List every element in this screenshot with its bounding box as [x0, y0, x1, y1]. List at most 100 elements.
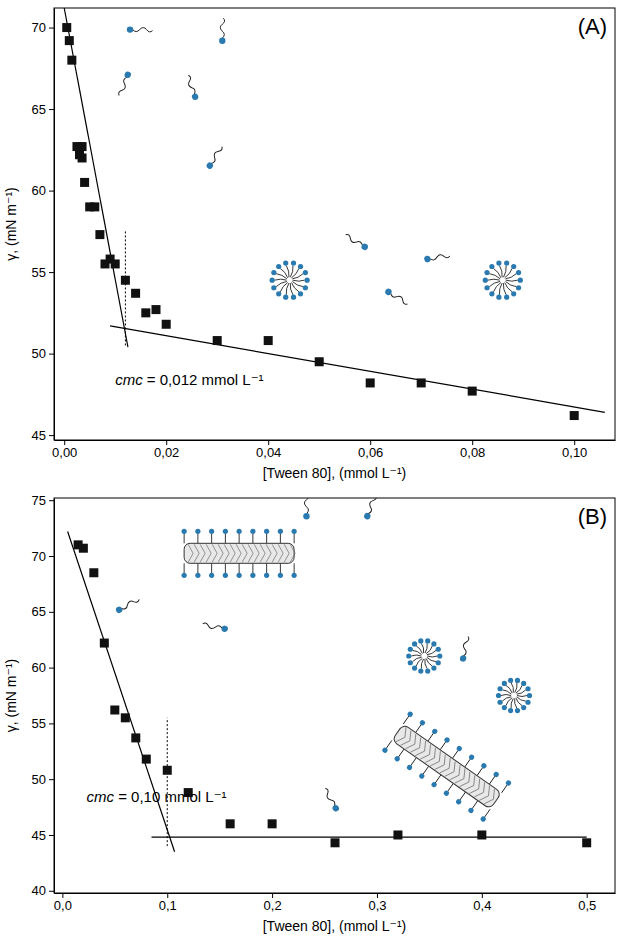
nanotube-surfactant	[225, 563, 226, 573]
fit-line	[110, 326, 605, 412]
nanotube-surfactant-head	[292, 529, 297, 534]
surfactant-tail	[430, 253, 450, 261]
surfactant-tail	[344, 234, 363, 248]
nanotube-lattice	[440, 758, 454, 776]
nanotube-surfactant-head	[195, 529, 200, 534]
y-tick: 65	[32, 604, 54, 619]
micelle-head	[518, 278, 523, 283]
micelle-tail	[413, 657, 422, 661]
micelle-tail	[517, 696, 527, 697]
micelle-head	[504, 260, 509, 265]
nanotube-lattice	[474, 782, 488, 800]
nanotube-lattice	[266, 544, 271, 562]
nanotube-lattice	[272, 544, 277, 562]
nanotube-surfactant	[239, 563, 240, 573]
x-tick-label: 0,2	[264, 898, 282, 913]
micelle-tail	[276, 281, 287, 286]
surfactant-head	[219, 38, 225, 44]
nanotube-surfactant	[211, 563, 212, 573]
y-axis: 4045505560657075	[32, 493, 55, 899]
micelle-tail	[489, 281, 500, 286]
x-axis: 0,00,10,20,30,40,5	[54, 893, 616, 913]
nanotube-lattice	[405, 734, 419, 752]
data-point	[226, 819, 235, 828]
nanotube-surfactant-head	[418, 772, 425, 779]
micelle-head	[276, 291, 281, 296]
micelle-head	[484, 285, 489, 290]
x-tick-label: 0,3	[368, 898, 386, 913]
micelle-tail	[516, 698, 522, 706]
micelle-tail	[511, 698, 513, 708]
annotation: cmc = 0,10 mmol L⁻¹	[87, 788, 227, 805]
nanotube-surfactant-head	[264, 573, 269, 578]
micelle-head	[489, 291, 494, 296]
micelle-tail	[286, 266, 289, 278]
surfactant-head	[124, 71, 132, 79]
micelle-tail	[501, 695, 511, 696]
micelle-head	[270, 278, 275, 283]
nanotube-surfactant-head	[182, 573, 187, 578]
micelle-head	[276, 264, 281, 269]
annotation-rest: = 0,10 mmol L⁻¹	[114, 788, 227, 805]
data-point	[78, 153, 87, 162]
nanotube-lattice	[248, 544, 253, 562]
nanotube-surfactant-head	[480, 762, 487, 769]
data-point	[95, 230, 104, 239]
micelle-tail	[503, 266, 506, 278]
y-tick-label: 55	[32, 716, 46, 731]
cmc-line	[125, 230, 126, 346]
nanotube-surfactant-head	[195, 573, 200, 578]
x-axis-title: [Tween 80], (mmol L⁻¹)	[263, 918, 407, 934]
x-tick-label: 0,04	[256, 445, 281, 460]
data-point	[152, 305, 161, 314]
micelle-head	[425, 669, 430, 674]
micelle-tail	[505, 268, 512, 277]
micelle-head	[305, 278, 310, 283]
nanotube-surfactant	[398, 749, 404, 757]
micelle-head	[496, 260, 501, 265]
micelle-tail	[291, 283, 298, 292]
micelle-head	[511, 264, 516, 269]
micelle-tail	[290, 283, 293, 295]
nanotube-lattice	[469, 779, 483, 797]
data-point	[417, 378, 426, 387]
y-axis-title: γ, (mN m⁻¹)	[3, 659, 19, 732]
micelle-head	[496, 295, 501, 300]
surfactant-tail	[462, 636, 470, 656]
nanotube-lattice	[435, 755, 449, 773]
micelle-tail	[503, 283, 506, 295]
y-tick-label: 50	[32, 772, 46, 787]
surfactant-tail	[209, 145, 223, 164]
fit-line	[152, 837, 587, 838]
y-tick-mark	[49, 612, 54, 613]
micelle-head	[298, 264, 303, 269]
nanotube-surfactant	[280, 533, 281, 543]
nanotube-lattice	[206, 544, 211, 562]
micelle-tail	[290, 266, 293, 278]
data-point	[67, 56, 76, 65]
nanotube-lattice	[445, 762, 459, 780]
micelle-head	[508, 678, 513, 683]
y-tick: 65	[32, 102, 54, 117]
data-point	[163, 766, 172, 775]
micelle-head	[291, 295, 296, 300]
series	[62, 23, 578, 420]
nanotube-lattice	[450, 765, 464, 783]
micelle-tail	[505, 283, 512, 292]
nanotube-surfactant-head	[381, 747, 388, 754]
x-tick-label: 0,5	[578, 898, 596, 913]
y-tick-label: 50	[32, 346, 46, 361]
micelle-head	[496, 693, 501, 698]
surfactant-tail	[366, 498, 377, 515]
micelle-head	[431, 641, 436, 646]
nanotube-surfactant-head	[292, 573, 297, 578]
nanotube-lattice	[401, 731, 415, 749]
data-point	[62, 23, 71, 32]
micelle-tail	[517, 697, 526, 701]
surfactant-icon	[127, 26, 153, 32]
data-point	[131, 289, 140, 298]
micelle-head	[436, 660, 441, 665]
data-point	[121, 713, 130, 722]
plot-frame	[54, 8, 615, 440]
x-tick: 0,00	[52, 440, 77, 460]
